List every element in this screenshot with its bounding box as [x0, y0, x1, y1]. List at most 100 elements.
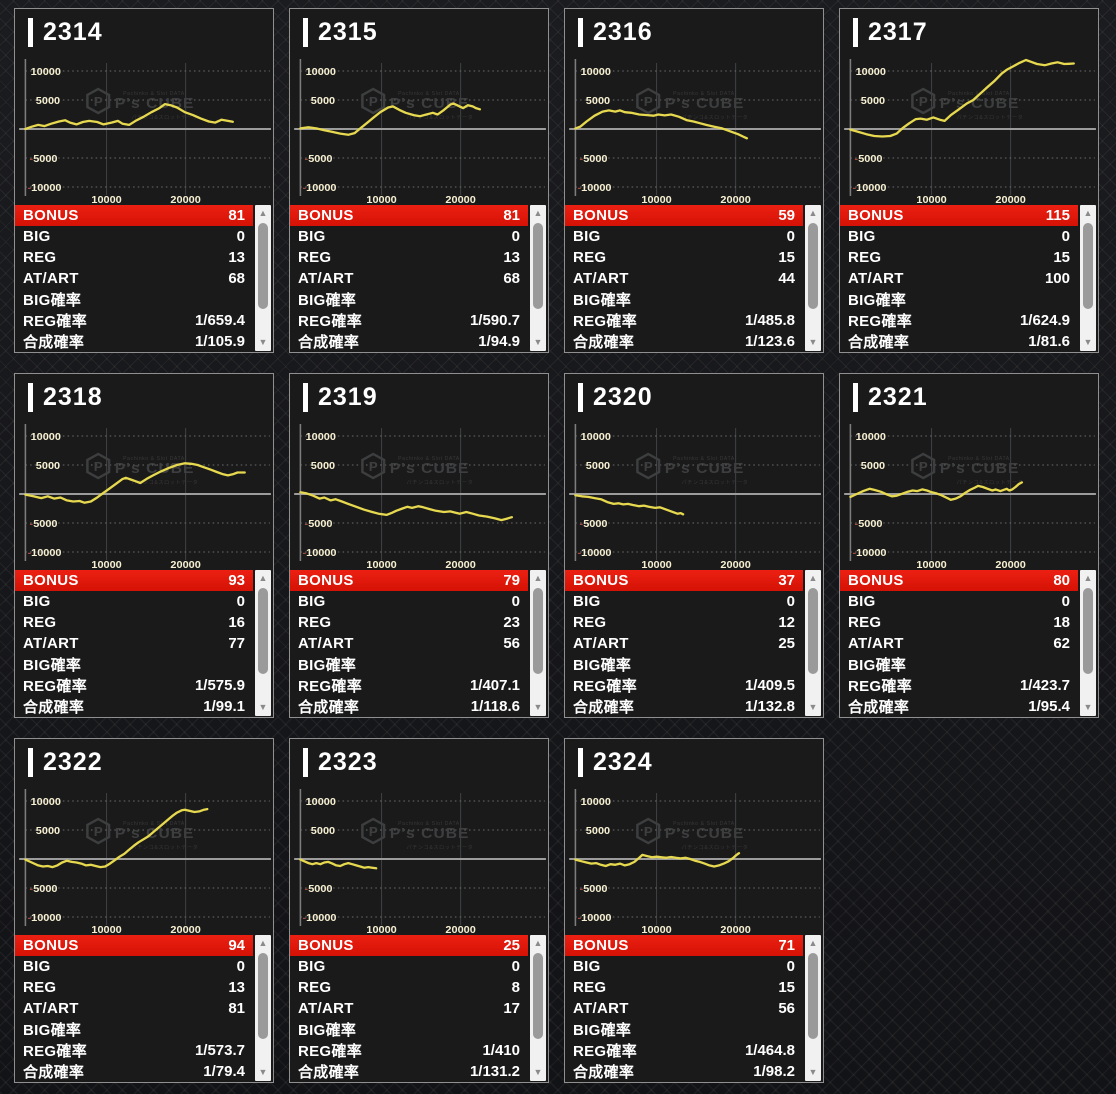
stat-row-bonus: BONUS 81	[15, 205, 253, 226]
scroll-down-icon[interactable]: ▼	[533, 1067, 543, 1077]
machine-panel[interactable]: 2317 Pachinko & Slot DATA P	[839, 8, 1099, 353]
scroll-up-icon[interactable]: ▲	[258, 208, 268, 218]
scroll-down-icon[interactable]: ▼	[258, 337, 268, 347]
stat-value: 56	[778, 1000, 795, 1017]
scroll-thumb[interactable]	[1083, 588, 1093, 674]
stat-value: 1/407.1	[469, 677, 520, 694]
stat-value: 79	[503, 572, 520, 589]
scroll-down-icon[interactable]: ▼	[1083, 337, 1093, 347]
scroll-thumb[interactable]	[533, 223, 543, 309]
scrollbar[interactable]: ▲ ▼	[805, 570, 821, 716]
machine-panel[interactable]: 2322 Pachinko & Slot DATA P	[14, 738, 274, 1083]
svg-text:P: P	[369, 824, 378, 839]
scrollbar[interactable]: ▲ ▼	[805, 205, 821, 351]
scroll-thumb[interactable]	[808, 588, 818, 674]
scroll-up-icon[interactable]: ▲	[258, 938, 268, 948]
scrollbar[interactable]: ▲ ▼	[255, 570, 271, 716]
stat-value: 80	[1053, 572, 1070, 589]
machine-panel[interactable]: 2318 Pachinko & Slot DATA P	[14, 373, 274, 718]
scrollbar[interactable]: ▲ ▼	[1080, 570, 1096, 716]
stat-value: 1/123.6	[744, 333, 795, 350]
machine-panel[interactable]: 2315 Pachinko & Slot DATA P	[289, 8, 549, 353]
grid-lines	[569, 789, 821, 926]
machine-panel[interactable]: 2319 Pachinko & Slot DATA P	[289, 373, 549, 718]
machine-panel[interactable]: 2323 Pachinko & Slot DATA P	[289, 738, 549, 1083]
svg-text:P's CUBE: P's CUBE	[115, 825, 195, 842]
scroll-thumb[interactable]	[258, 953, 268, 1039]
machine-panel[interactable]: 2321 Pachinko & Slot DATA P	[839, 373, 1099, 718]
title-marker	[578, 747, 583, 777]
machine-panel[interactable]: 2320 Pachinko & Slot DATA P	[564, 373, 824, 718]
watermark: Pachinko & Slot DATA P P's CUBE パチンコ&スロッ…	[361, 452, 473, 486]
scroll-up-icon[interactable]: ▲	[1083, 573, 1093, 583]
svg-text:-10000: -10000	[577, 912, 611, 924]
watermark: Pachinko & Slot DATA P P's CUBE パチンコ&スロッ…	[86, 817, 198, 851]
stat-row-big-rate: BIG確率	[565, 289, 803, 310]
machine-panel[interactable]: 2314 Pachinko & Slot DATA P	[14, 8, 274, 353]
stat-value: 8	[511, 979, 520, 996]
svg-text:10000: 10000	[306, 431, 336, 443]
scrollbar[interactable]: ▲ ▼	[530, 570, 546, 716]
scrollbar[interactable]: ▲ ▼	[255, 935, 271, 1081]
stat-row-reg: REG 15	[565, 977, 803, 998]
scroll-down-icon[interactable]: ▼	[808, 337, 818, 347]
scrollbar[interactable]: ▲ ▼	[1080, 205, 1096, 351]
stat-label: BIG	[573, 593, 601, 610]
scroll-down-icon[interactable]: ▼	[258, 702, 268, 712]
svg-text:10000: 10000	[91, 559, 121, 570]
scroll-thumb[interactable]	[1083, 223, 1093, 309]
scroll-thumb[interactable]	[258, 223, 268, 309]
stat-value: 37	[778, 572, 795, 589]
stat-row-big: BIG 0	[840, 591, 1078, 612]
stat-row-total-rate: 合成確率 1/79.4	[15, 1061, 253, 1082]
scroll-down-icon[interactable]: ▼	[533, 702, 543, 712]
stat-value: 0	[511, 593, 520, 610]
scroll-up-icon[interactable]: ▲	[533, 938, 543, 948]
scroll-up-icon[interactable]: ▲	[1083, 208, 1093, 218]
stat-row-bonus: BONUS 94	[15, 935, 253, 956]
stat-label: BONUS	[848, 572, 904, 589]
scroll-down-icon[interactable]: ▼	[808, 702, 818, 712]
scroll-thumb[interactable]	[533, 953, 543, 1039]
stat-label: AT/ART	[848, 270, 904, 287]
stat-value: 25	[778, 635, 795, 652]
svg-text:5000: 5000	[311, 95, 335, 107]
scroll-up-icon[interactable]: ▲	[533, 573, 543, 583]
scroll-thumb[interactable]	[808, 223, 818, 309]
svg-text:P: P	[94, 824, 103, 839]
stat-row-bonus: BONUS 115	[840, 205, 1078, 226]
scroll-down-icon[interactable]: ▼	[808, 1067, 818, 1077]
stat-row-at-art: AT/ART 56	[565, 998, 803, 1019]
stat-row-big: BIG 0	[290, 591, 528, 612]
scroll-up-icon[interactable]: ▲	[533, 208, 543, 218]
scroll-up-icon[interactable]: ▲	[808, 573, 818, 583]
svg-text:-10000: -10000	[302, 547, 336, 559]
scrollbar[interactable]: ▲ ▼	[530, 205, 546, 351]
stat-value: 115	[1045, 207, 1070, 224]
stat-label: REG確率	[573, 678, 638, 695]
scroll-up-icon[interactable]: ▲	[808, 938, 818, 948]
machine-number: 2320	[593, 382, 653, 411]
svg-text:-5000: -5000	[855, 518, 883, 530]
payout-line	[24, 807, 209, 869]
scroll-thumb[interactable]	[258, 588, 268, 674]
scroll-down-icon[interactable]: ▼	[1083, 702, 1093, 712]
scrollbar[interactable]: ▲ ▼	[530, 935, 546, 1081]
stat-value: 93	[228, 572, 245, 589]
scroll-up-icon[interactable]: ▲	[808, 208, 818, 218]
stat-label: REG	[573, 979, 607, 996]
machine-panel[interactable]: 2316 Pachinko & Slot DATA P	[564, 8, 824, 353]
machine-panel[interactable]: 2324 Pachinko & Slot DATA P	[564, 738, 824, 1083]
scroll-up-icon[interactable]: ▲	[258, 573, 268, 583]
scroll-down-icon[interactable]: ▼	[533, 337, 543, 347]
payout-chart: Pachinko & Slot DATA P P's CUBE パチンコ&スロッ…	[565, 420, 823, 570]
stat-value: 0	[786, 958, 795, 975]
scroll-thumb[interactable]	[533, 588, 543, 674]
svg-text:-5000: -5000	[855, 153, 883, 165]
payout-line	[299, 491, 513, 522]
stat-row-bonus: BONUS 37	[565, 570, 803, 591]
scroll-down-icon[interactable]: ▼	[258, 1067, 268, 1077]
scrollbar[interactable]: ▲ ▼	[255, 205, 271, 351]
scrollbar[interactable]: ▲ ▼	[805, 935, 821, 1081]
scroll-thumb[interactable]	[808, 953, 818, 1039]
